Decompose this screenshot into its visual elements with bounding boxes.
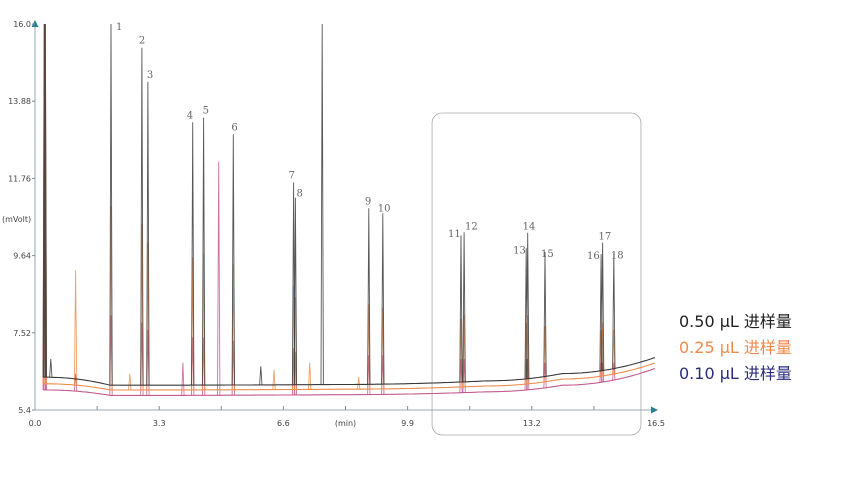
x-tick-label: 13.2 xyxy=(523,419,541,428)
baseline-trace xyxy=(43,367,656,396)
legend-item: 0.10 μL 进样量 xyxy=(679,364,792,383)
y-tick-label: 7.52 xyxy=(13,329,31,338)
peak-label-10: 10 xyxy=(378,203,391,214)
peak-label-3: 3 xyxy=(147,70,153,81)
peak xyxy=(259,366,263,385)
peak xyxy=(191,122,195,386)
y-tick-label: 11.76 xyxy=(8,174,31,183)
legend-item: 0.50 μL 进样量 xyxy=(679,312,792,331)
x-axis-label: (min) xyxy=(335,419,356,428)
peak xyxy=(231,134,235,386)
peak-label-12: 12 xyxy=(465,221,478,232)
peak-label-6: 6 xyxy=(231,122,237,133)
peak-label-4: 4 xyxy=(187,110,193,121)
peak xyxy=(526,232,530,379)
peak xyxy=(543,251,547,377)
peak-label-17: 17 xyxy=(599,231,612,242)
peak-label-13: 13 xyxy=(513,245,526,256)
peak xyxy=(600,242,605,371)
peak xyxy=(201,117,206,386)
x-tick-label: 0.0 xyxy=(29,419,42,428)
peak xyxy=(181,362,185,396)
highlight-box xyxy=(431,112,642,436)
traces xyxy=(42,23,656,396)
peak xyxy=(357,377,361,390)
x-tick-label: 16.5 xyxy=(647,419,665,428)
peak-label-15: 15 xyxy=(541,249,554,260)
peak xyxy=(128,373,132,391)
series-0.25 xyxy=(42,23,656,391)
peak xyxy=(381,213,385,385)
peak-label-16: 16 xyxy=(587,251,600,262)
baseline-trace xyxy=(43,357,656,386)
peak xyxy=(217,161,221,396)
peak-label-11: 11 xyxy=(448,229,461,240)
peak xyxy=(459,235,463,383)
peak xyxy=(462,232,466,382)
peak xyxy=(42,23,47,378)
y-tick-label: 9.64 xyxy=(13,252,31,261)
y-tick-label: 16.0 xyxy=(13,20,31,29)
peak xyxy=(146,81,150,386)
axes: 0.0 3.3 6.6 9.9 13.2 16.5 (min) 5.4 7.52 9.64 11.7… xyxy=(2,20,665,428)
series-0.50 xyxy=(42,23,656,386)
peak xyxy=(49,358,53,378)
peak-label-5: 5 xyxy=(203,106,209,117)
peak xyxy=(367,208,371,385)
x-tick-label: 3.3 xyxy=(153,419,166,428)
y-tick-label: 13.88 xyxy=(8,97,31,106)
peak-label-2: 2 xyxy=(139,36,145,47)
peak-label-14: 14 xyxy=(523,222,536,233)
peak xyxy=(293,197,298,385)
peak xyxy=(308,362,312,390)
peak xyxy=(320,23,324,385)
peak xyxy=(73,270,78,386)
x-axis-arrow-icon xyxy=(651,406,658,414)
peak xyxy=(272,369,276,390)
legend-item: 0.25 μL 进样量 xyxy=(679,338,792,357)
peak-label-8: 8 xyxy=(296,189,302,200)
y-axis-label: (mVolt) xyxy=(2,215,31,224)
series-0.10 xyxy=(42,23,656,396)
y-tick-label: 5.4 xyxy=(18,406,31,415)
peak-label-9: 9 xyxy=(365,196,371,207)
baseline-trace xyxy=(43,362,656,391)
peak xyxy=(612,253,616,369)
peak-label-18: 18 xyxy=(611,250,624,261)
peak-label-7: 7 xyxy=(289,170,295,181)
peak xyxy=(109,23,113,386)
x-tick-label: 9.9 xyxy=(401,419,414,428)
peak xyxy=(140,47,144,386)
peak-label-1: 1 xyxy=(116,22,122,33)
legend: 0.50 μL 进样量 0.25 μL 进样量 0.10 μL 进样量 xyxy=(679,309,792,387)
x-tick-label: 6.6 xyxy=(277,419,290,428)
